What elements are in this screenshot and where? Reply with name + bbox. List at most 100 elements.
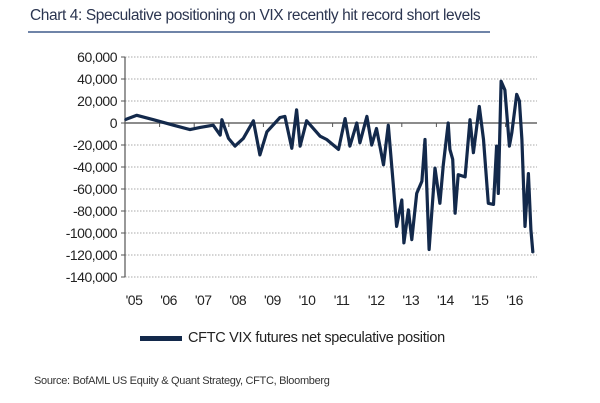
data-point: [266, 131, 268, 133]
data-point: [395, 225, 398, 228]
data-point: [511, 132, 513, 134]
x-tick-label: '15: [472, 292, 489, 308]
data-point: [464, 176, 466, 178]
data-point: [442, 164, 445, 166]
x-tick-label: '14: [437, 292, 454, 308]
data-point: [447, 122, 449, 124]
data-point: [152, 118, 155, 121]
data-point: [515, 93, 518, 96]
data-point: [359, 142, 361, 144]
data-point: [199, 126, 201, 129]
data-point: [227, 137, 230, 140]
data-point: [242, 137, 245, 140]
x-tick-label: '16: [506, 292, 523, 308]
data-point: [497, 192, 500, 195]
data-point: [135, 114, 138, 117]
data-point: [344, 117, 346, 120]
data-point: [527, 172, 530, 175]
data-point: [508, 145, 511, 147]
data-point: [532, 252, 534, 254]
data-point: [305, 120, 308, 122]
data-point: [284, 115, 286, 118]
data-point: [219, 134, 221, 136]
y-tick-label: -120,000: [66, 247, 118, 263]
data-point: [518, 100, 521, 102]
data-point: [424, 138, 426, 141]
y-tick-label: -140,000: [66, 269, 118, 285]
data-point: [451, 158, 454, 161]
x-axis-ticks: '05 '06 '07 '08 '09 '10 '11 '12 '13 '14 '15 '16: [126, 292, 525, 308]
x-tick-label: '05: [126, 292, 143, 308]
x-tick-label: '13: [402, 292, 419, 308]
data-point: [415, 192, 418, 195]
data-point: [478, 105, 481, 108]
data-point: [454, 212, 456, 214]
title-underline: [28, 31, 490, 33]
x-tick-label: '07: [195, 292, 212, 308]
x-tick-label: '11: [334, 292, 350, 308]
data-point: [487, 202, 490, 205]
y-tick-label: -20,000: [73, 137, 118, 153]
data-point: [212, 124, 215, 126]
x-tick-label: '08: [229, 292, 246, 308]
data-point: [449, 148, 451, 151]
x-tick-label: '06: [160, 292, 177, 308]
data-point: [234, 145, 236, 147]
data-point: [382, 164, 385, 166]
data-point: [172, 124, 175, 126]
data-point: [189, 128, 191, 131]
line-chart: 60,000 40,000 20,000 0 -20,000 -40,000 -60,000…: [66, 49, 538, 308]
data-point: [439, 202, 441, 205]
data-point: [421, 180, 423, 183]
data-point: [366, 115, 368, 118]
legend-swatch: [140, 335, 182, 341]
data-point: [482, 138, 485, 141]
data-point: [500, 80, 502, 82]
legend: CFTC VIX futures net speculative positio…: [140, 330, 445, 346]
data-point: [124, 118, 126, 121]
x-tick-label: '12: [368, 292, 385, 308]
data-point: [403, 242, 405, 244]
data-point: [472, 151, 475, 154]
data-point: [401, 199, 403, 201]
data-point: [530, 228, 532, 231]
data-point: [290, 147, 293, 150]
data-point: [434, 167, 436, 169]
data-point: [469, 118, 471, 121]
source-note: Source: BofAML US Equity & Quant Strateg…: [34, 375, 330, 387]
data-point: [221, 118, 223, 121]
y-tick-label: 40,000: [77, 71, 118, 87]
y-tick-label: -100,000: [66, 225, 118, 241]
data-point: [259, 154, 261, 156]
data-point: [524, 225, 526, 228]
y-tick-label: -60,000: [73, 181, 118, 197]
y-tick-label: 0: [110, 115, 118, 131]
data-point: [521, 138, 523, 141]
data-point: [252, 120, 255, 122]
data-point: [299, 145, 301, 147]
data-point: [495, 145, 498, 147]
data-point: [319, 135, 321, 137]
data-point: [492, 203, 495, 206]
data-point: [370, 144, 373, 146]
y-tick-label: 20,000: [77, 93, 118, 109]
series-group: [124, 79, 535, 254]
gridlines: [125, 56, 538, 278]
data-point: [392, 182, 394, 185]
data-point: [279, 116, 281, 119]
data-point: [295, 109, 298, 111]
data-point: [349, 145, 351, 147]
x-tick-label: '09: [264, 292, 281, 308]
data-point: [375, 127, 378, 130]
data-point: [411, 238, 413, 241]
data-point: [387, 124, 390, 126]
y-tick-label: -40,000: [73, 159, 118, 175]
y-tick-label: -80,000: [73, 203, 118, 219]
chart-title: Chart 4: Speculative positioning on VIX …: [30, 7, 481, 24]
data-point: [356, 122, 358, 124]
data-point: [504, 89, 506, 91]
data-point: [407, 209, 410, 211]
y-tick-label: 60,000: [77, 49, 118, 65]
legend-label: CFTC VIX futures net speculative positio…: [188, 330, 445, 346]
data-point: [337, 148, 340, 151]
